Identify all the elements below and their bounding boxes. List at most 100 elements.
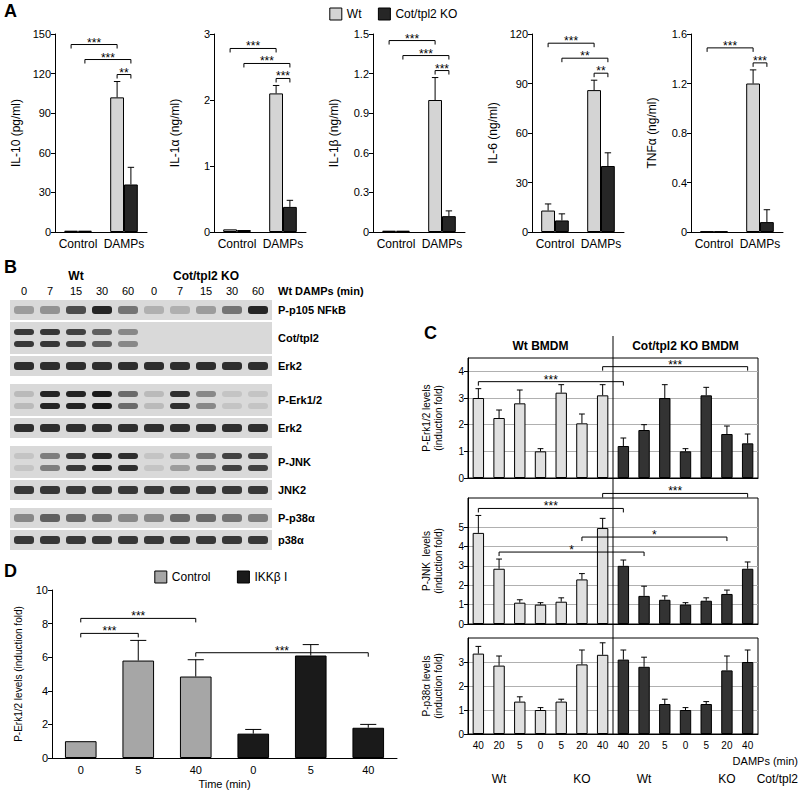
svg-text:90: 90 xyxy=(39,107,51,119)
svg-text:5: 5 xyxy=(135,764,141,776)
svg-text:B: B xyxy=(4,257,17,277)
svg-text:8: 8 xyxy=(42,618,48,630)
svg-text:Cot/tpl2: Cot/tpl2 xyxy=(757,772,799,786)
svg-text:P-p38α: P-p38α xyxy=(278,512,315,524)
svg-text:20: 20 xyxy=(721,740,733,751)
svg-text:IKKβ I: IKKβ I xyxy=(254,570,287,584)
svg-text:KO: KO xyxy=(718,772,735,786)
svg-text:***: *** xyxy=(668,484,682,498)
svg-text:30: 30 xyxy=(226,285,238,297)
svg-text:Control: Control xyxy=(695,237,734,251)
svg-text:1: 1 xyxy=(458,446,464,457)
svg-text:D: D xyxy=(4,561,17,581)
svg-text:40: 40 xyxy=(190,764,202,776)
svg-text:IL-6 (ng/ml): IL-6 (ng/ml) xyxy=(486,102,500,163)
svg-text:Wt: Wt xyxy=(637,772,652,786)
svg-text:DAMPs: DAMPs xyxy=(104,237,145,251)
svg-text:Wt DAMPs (min): Wt DAMPs (min) xyxy=(278,285,364,297)
svg-text:0: 0 xyxy=(21,285,27,297)
svg-text:2: 2 xyxy=(204,94,210,106)
svg-text:3: 3 xyxy=(204,28,210,40)
svg-text:DAMPs: DAMPs xyxy=(581,237,622,251)
svg-text:0.3: 0.3 xyxy=(354,186,369,198)
svg-text:IL-1β (ng/ml): IL-1β (ng/ml) xyxy=(327,99,341,167)
svg-text:0: 0 xyxy=(151,285,157,297)
svg-text:20: 20 xyxy=(494,740,506,751)
svg-text:Control: Control xyxy=(377,237,416,251)
svg-text:***: *** xyxy=(87,36,101,50)
svg-text:1: 1 xyxy=(204,160,210,172)
svg-text:DAMPs: DAMPs xyxy=(740,237,781,251)
svg-text:Cot/tpl2 KO: Cot/tpl2 KO xyxy=(395,7,457,21)
svg-text:0: 0 xyxy=(458,473,464,484)
svg-text:***: *** xyxy=(260,54,274,68)
svg-text:0: 0 xyxy=(538,740,544,751)
svg-text:30: 30 xyxy=(96,285,108,297)
svg-text:***: *** xyxy=(101,51,115,65)
svg-text:5: 5 xyxy=(558,740,564,751)
svg-text:4: 4 xyxy=(42,685,48,697)
svg-text:p38α: p38α xyxy=(278,534,304,546)
svg-text:0: 0 xyxy=(683,740,689,751)
svg-text:JNK2: JNK2 xyxy=(278,484,306,496)
svg-text:5: 5 xyxy=(517,740,523,751)
svg-text:TNFα (ng/ml): TNFα (ng/ml) xyxy=(645,98,659,169)
svg-text:40: 40 xyxy=(742,740,754,751)
svg-text:120: 120 xyxy=(33,68,51,80)
svg-text:30: 30 xyxy=(516,177,528,189)
svg-text:4: 4 xyxy=(458,366,464,377)
svg-text:60: 60 xyxy=(252,285,264,297)
svg-text:DAMPs: DAMPs xyxy=(422,237,463,251)
svg-text:7: 7 xyxy=(47,285,53,297)
svg-text:DAMPs: DAMPs xyxy=(263,237,304,251)
svg-text:0: 0 xyxy=(45,226,51,238)
svg-text:10: 10 xyxy=(36,584,48,596)
svg-text:5: 5 xyxy=(662,740,668,751)
svg-text:3: 3 xyxy=(458,393,464,404)
svg-text:15: 15 xyxy=(200,285,212,297)
svg-text:60: 60 xyxy=(516,127,528,139)
svg-text:2: 2 xyxy=(458,419,464,430)
svg-text:0.8: 0.8 xyxy=(672,127,687,139)
svg-text:***: *** xyxy=(564,34,578,48)
svg-text:A: A xyxy=(4,1,17,21)
svg-text:0: 0 xyxy=(42,752,48,764)
svg-text:4: 4 xyxy=(458,541,464,552)
svg-text:**: ** xyxy=(596,64,606,78)
svg-text:15: 15 xyxy=(70,285,82,297)
svg-text:60: 60 xyxy=(39,147,51,159)
svg-text:***: *** xyxy=(246,39,260,53)
svg-text:**: ** xyxy=(119,66,129,80)
svg-text:KO: KO xyxy=(573,772,590,786)
svg-text:**: ** xyxy=(580,49,590,63)
svg-text:7: 7 xyxy=(177,285,183,297)
svg-text:0.4: 0.4 xyxy=(672,177,687,189)
svg-text:Control: Control xyxy=(536,237,575,251)
svg-text:(induction fold): (induction fold) xyxy=(433,653,444,719)
svg-text:3: 3 xyxy=(458,657,464,668)
svg-text:Control: Control xyxy=(218,237,257,251)
svg-text:P-Erk1/2 levels (induction fol: P-Erk1/2 levels (induction fold) xyxy=(13,606,24,742)
svg-text:*: * xyxy=(652,528,657,542)
svg-text:Control: Control xyxy=(59,237,98,251)
svg-text:2: 2 xyxy=(458,681,464,692)
svg-text:P-p38α levels: P-p38α levels xyxy=(421,656,432,717)
svg-text:***: *** xyxy=(668,358,682,372)
svg-text:Wt: Wt xyxy=(492,772,507,786)
svg-text:***: *** xyxy=(723,39,737,53)
svg-text:Cot/tpl2 KO BMDM: Cot/tpl2 KO BMDM xyxy=(632,339,739,353)
svg-text:20: 20 xyxy=(576,740,588,751)
svg-text:***: *** xyxy=(419,47,433,61)
svg-text:P-p105 NFkB: P-p105 NFkB xyxy=(278,304,346,316)
svg-text:6: 6 xyxy=(42,651,48,663)
svg-text:5: 5 xyxy=(458,522,464,533)
svg-text:P-Erk1/2: P-Erk1/2 xyxy=(278,394,322,406)
svg-text:P-Erk1/2 levels: P-Erk1/2 levels xyxy=(421,384,432,451)
svg-text:40: 40 xyxy=(362,764,374,776)
svg-text:0: 0 xyxy=(458,619,464,630)
svg-text:C: C xyxy=(424,323,437,343)
svg-text:40: 40 xyxy=(618,740,630,751)
svg-text:5: 5 xyxy=(308,764,314,776)
svg-text:1: 1 xyxy=(458,599,464,610)
svg-text:0: 0 xyxy=(250,764,256,776)
